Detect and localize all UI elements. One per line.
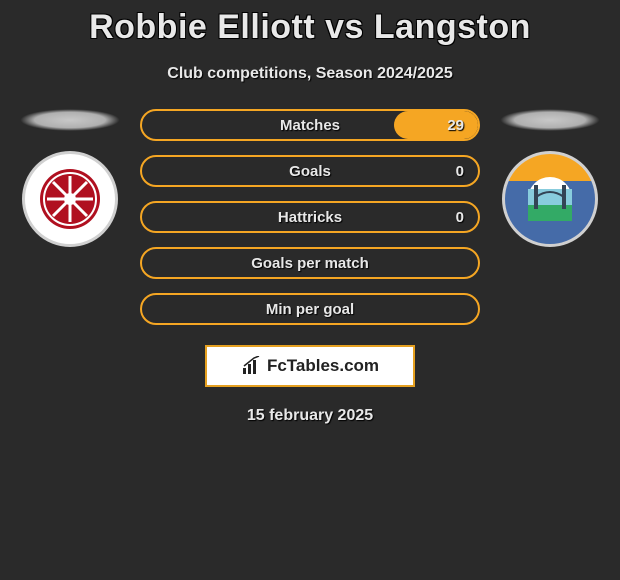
stat-label: Goals <box>289 163 331 180</box>
shadow-ellipse-left <box>20 109 120 131</box>
stat-fill-right <box>394 111 478 139</box>
stat-value-right: 0 <box>456 209 464 226</box>
stat-label: Min per goal <box>266 301 354 318</box>
stats-column: Matches 29 Goals 0 Hattricks 0 Goals per match… <box>140 109 480 325</box>
stat-row: Hattricks 0 <box>140 201 480 233</box>
ship-wheel-icon <box>45 174 95 224</box>
right-crest-column <box>490 109 610 247</box>
stat-value-right: 29 <box>447 117 464 134</box>
stat-row: Matches 29 <box>140 109 480 141</box>
stat-value-right: 0 <box>456 163 464 180</box>
subtitle: Club competitions, Season 2024/2025 <box>0 65 620 83</box>
brand-text: FcTables.com <box>267 356 379 376</box>
crest-left-wheel-icon <box>40 169 100 229</box>
club-crest-right <box>502 151 598 247</box>
main-row: Matches 29 Goals 0 Hattricks 0 Goals per match… <box>0 109 620 325</box>
shadow-ellipse-right <box>500 109 600 131</box>
date-text: 15 february 2025 <box>0 407 620 425</box>
crest-right-inner-icon <box>528 177 572 221</box>
club-crest-left <box>22 151 118 247</box>
bridge-icon <box>528 177 572 221</box>
comparison-card: Robbie Elliott vs Langston Club competit… <box>0 0 620 425</box>
stat-row: Goals per match <box>140 247 480 279</box>
chart-icon <box>241 356 263 376</box>
stat-row: Goals 0 <box>140 155 480 187</box>
brand-box[interactable]: FcTables.com <box>205 345 415 387</box>
stat-row: Min per goal <box>140 293 480 325</box>
stat-label: Goals per match <box>251 255 369 272</box>
left-crest-column <box>10 109 130 247</box>
stat-label: Hattricks <box>278 209 342 226</box>
page-title: Robbie Elliott vs Langston <box>0 8 620 47</box>
stat-label: Matches <box>280 117 340 134</box>
